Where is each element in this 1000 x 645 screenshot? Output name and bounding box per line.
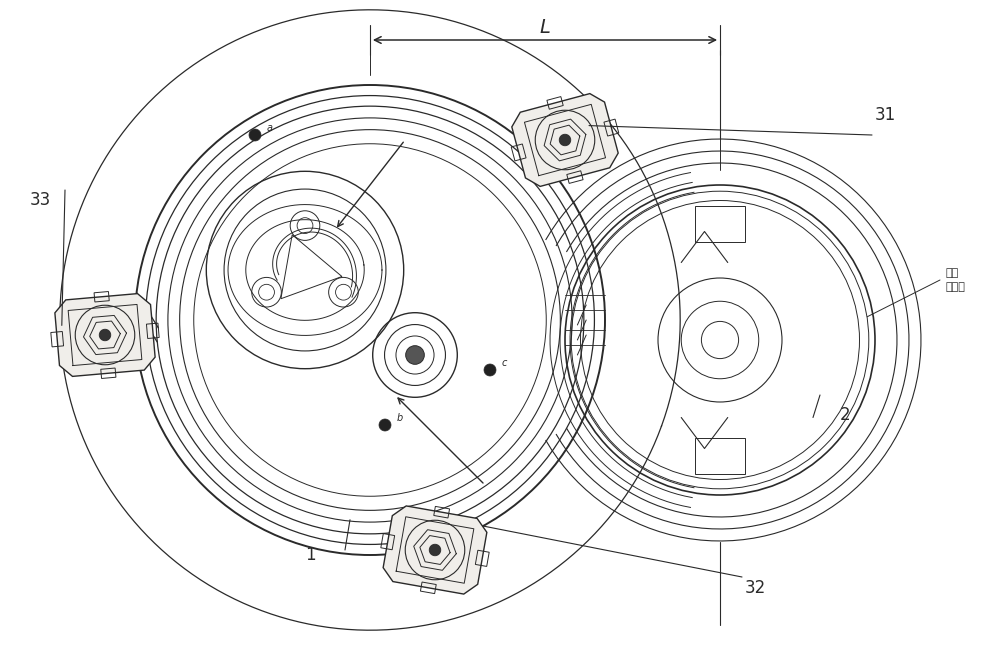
Text: 1: 1 [305,546,316,564]
Circle shape [406,346,424,364]
Text: 33: 33 [30,191,51,209]
Polygon shape [512,94,618,186]
Text: 2: 2 [840,406,851,424]
Polygon shape [55,293,155,377]
Circle shape [249,129,261,141]
Text: 32: 32 [745,579,766,597]
Text: c: c [502,358,507,368]
Text: L: L [540,17,550,37]
Circle shape [99,329,111,341]
Circle shape [379,419,391,431]
Polygon shape [383,506,487,594]
Circle shape [559,134,571,146]
Text: 31: 31 [875,106,896,124]
Text: 渦旋
壓縮機: 渦旋 壓縮機 [945,268,965,292]
Text: a: a [267,123,273,133]
Circle shape [429,544,441,556]
Text: b: b [397,413,403,423]
Circle shape [484,364,496,376]
